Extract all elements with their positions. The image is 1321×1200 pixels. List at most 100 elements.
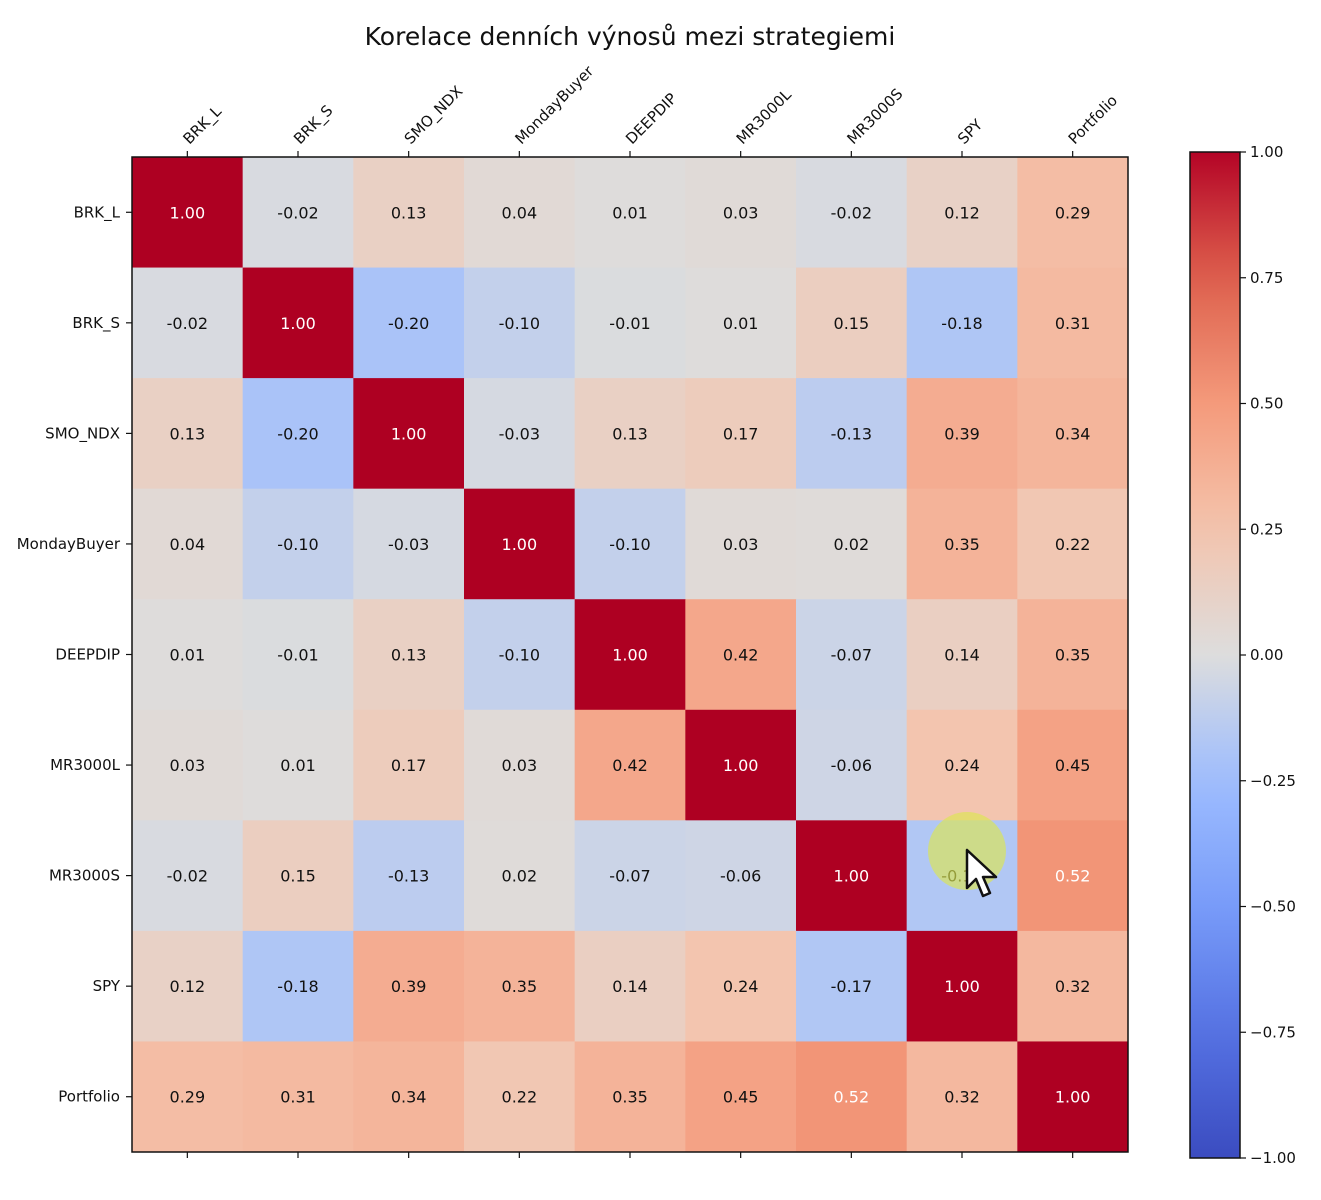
cell-value-label: 0.35 — [1055, 646, 1091, 665]
cell-value-label: 0.17 — [723, 424, 759, 443]
cell-value-label: 0.52 — [1055, 867, 1091, 886]
heatmap-cell — [685, 599, 797, 711]
cell-value-label: -0.10 — [499, 646, 540, 665]
cell-value-label: 0.24 — [723, 977, 759, 996]
colorbar-tick-label: −0.75 — [1250, 1023, 1296, 1041]
cell-value-label: -0.06 — [831, 756, 872, 775]
cell-value-label: -0.02 — [831, 203, 872, 222]
cell-value-label: 0.01 — [612, 203, 648, 222]
x-tick-label: Portfolio — [1065, 91, 1121, 147]
heatmap-cell — [574, 267, 686, 379]
heatmap-cell — [796, 267, 908, 379]
cell-value-label: 0.39 — [944, 424, 980, 443]
cell-value-label: 0.31 — [1055, 314, 1091, 333]
cell-value-label: -0.17 — [831, 977, 872, 996]
cell-value-label: 0.02 — [834, 535, 870, 554]
heatmap-cell — [796, 157, 908, 269]
heatmap-cell — [796, 930, 908, 1042]
cell-value-label: 0.34 — [1055, 424, 1091, 443]
heatmap-cell — [906, 378, 1018, 490]
cell-value-label: -0.17 — [941, 867, 982, 886]
heatmap-cell — [242, 267, 354, 379]
cell-value-label: 0.13 — [612, 424, 648, 443]
heatmap-cell — [464, 1041, 576, 1153]
heatmap-cell — [464, 378, 576, 490]
heatmap-cell — [906, 157, 1018, 269]
heatmap-cell — [353, 930, 465, 1042]
heatmap-cell — [132, 599, 244, 711]
chart-title: Korelace denních výnosů mezi strategiemi — [365, 22, 896, 51]
heatmap-cell — [796, 709, 908, 821]
cell-value-label: 0.03 — [723, 203, 759, 222]
cell-value-label: 0.39 — [391, 977, 427, 996]
heatmap-cell — [685, 157, 797, 269]
cell-value-label: 0.42 — [612, 756, 648, 775]
cell-value-label: -0.01 — [609, 314, 650, 333]
x-tick-label: BRK_S — [290, 101, 337, 148]
heatmap-cell — [132, 157, 244, 269]
cell-value-label: 0.42 — [723, 646, 759, 665]
heatmap-cell — [906, 709, 1018, 821]
cell-value-label: -0.10 — [277, 535, 318, 554]
heatmap-cell — [132, 488, 244, 600]
cell-value-label: 0.04 — [502, 203, 538, 222]
heatmap-cell — [574, 599, 686, 711]
heatmap-cell — [242, 157, 354, 269]
cell-value-label: 1.00 — [1055, 1088, 1091, 1107]
colorbar-tick-label: 0.50 — [1250, 395, 1283, 413]
x-tick-label: SPY — [954, 115, 987, 148]
heatmap-cell — [132, 820, 244, 932]
cell-value-label: 0.35 — [502, 977, 538, 996]
heatmap-cell — [1017, 1041, 1129, 1153]
cell-value-label: 0.12 — [170, 977, 206, 996]
heatmap-cell — [353, 599, 465, 711]
cell-value-label: -0.01 — [277, 646, 318, 665]
heatmap-cell — [242, 599, 354, 711]
cell-value-label: 0.31 — [280, 1088, 316, 1107]
heatmap-cell — [464, 820, 576, 932]
heatmap-cell — [574, 709, 686, 821]
cell-value-label: 0.12 — [944, 203, 980, 222]
y-tick-label: BRK_L — [74, 203, 121, 222]
cell-value-label: 1.00 — [280, 314, 316, 333]
cell-value-label: 0.29 — [170, 1088, 206, 1107]
y-tick-label: MR3000L — [50, 756, 121, 774]
cell-value-label: 0.01 — [723, 314, 759, 333]
x-tick-label: MR3000L — [733, 85, 796, 148]
heatmap-cell — [464, 157, 576, 269]
heatmap-cell — [685, 488, 797, 600]
cell-value-label: 0.17 — [391, 756, 427, 775]
cell-value-label: 0.22 — [1055, 535, 1091, 554]
heatmap-cell — [574, 378, 686, 490]
heatmap-cell — [242, 488, 354, 600]
colorbar-tick-label: 1.00 — [1250, 143, 1283, 161]
heatmap-cell — [796, 820, 908, 932]
heatmap-cell — [132, 709, 244, 821]
heatmap-cell — [574, 1041, 686, 1153]
heatmap-cell — [1017, 599, 1129, 711]
heatmap-cell — [132, 930, 244, 1042]
cell-value-label: 0.15 — [280, 867, 316, 886]
heatmap-cell — [464, 267, 576, 379]
cell-value-label: 0.52 — [834, 1088, 870, 1107]
cell-value-label: -0.07 — [609, 867, 650, 886]
cell-value-label: 0.04 — [170, 535, 206, 554]
colorbar: 1.00 0.75 0.50 0.25 0.00 −0.25 −0.50 −0.75 −1.00 — [1189, 143, 1296, 1167]
heatmap-cell — [1017, 378, 1129, 490]
y-tick-label: SPY — [93, 977, 121, 995]
cell-value-label: -0.18 — [277, 977, 318, 996]
cell-value-label: -0.02 — [277, 203, 318, 222]
cell-value-label: 0.03 — [170, 756, 206, 775]
heatmap-cell — [1017, 930, 1129, 1042]
cell-value-label: 1.00 — [944, 977, 980, 996]
heatmap-cell — [685, 1041, 797, 1153]
cell-value-label: -0.13 — [388, 867, 429, 886]
heatmap-cell — [574, 157, 686, 269]
cell-value-label: 0.34 — [391, 1088, 427, 1107]
cell-value-label: 0.22 — [502, 1088, 538, 1107]
colorbar-gradient — [1189, 151, 1241, 1159]
heatmap-cell — [353, 378, 465, 490]
heatmap-cell — [685, 267, 797, 379]
cell-value-label: -0.07 — [831, 646, 872, 665]
heatmap-cell — [685, 378, 797, 490]
